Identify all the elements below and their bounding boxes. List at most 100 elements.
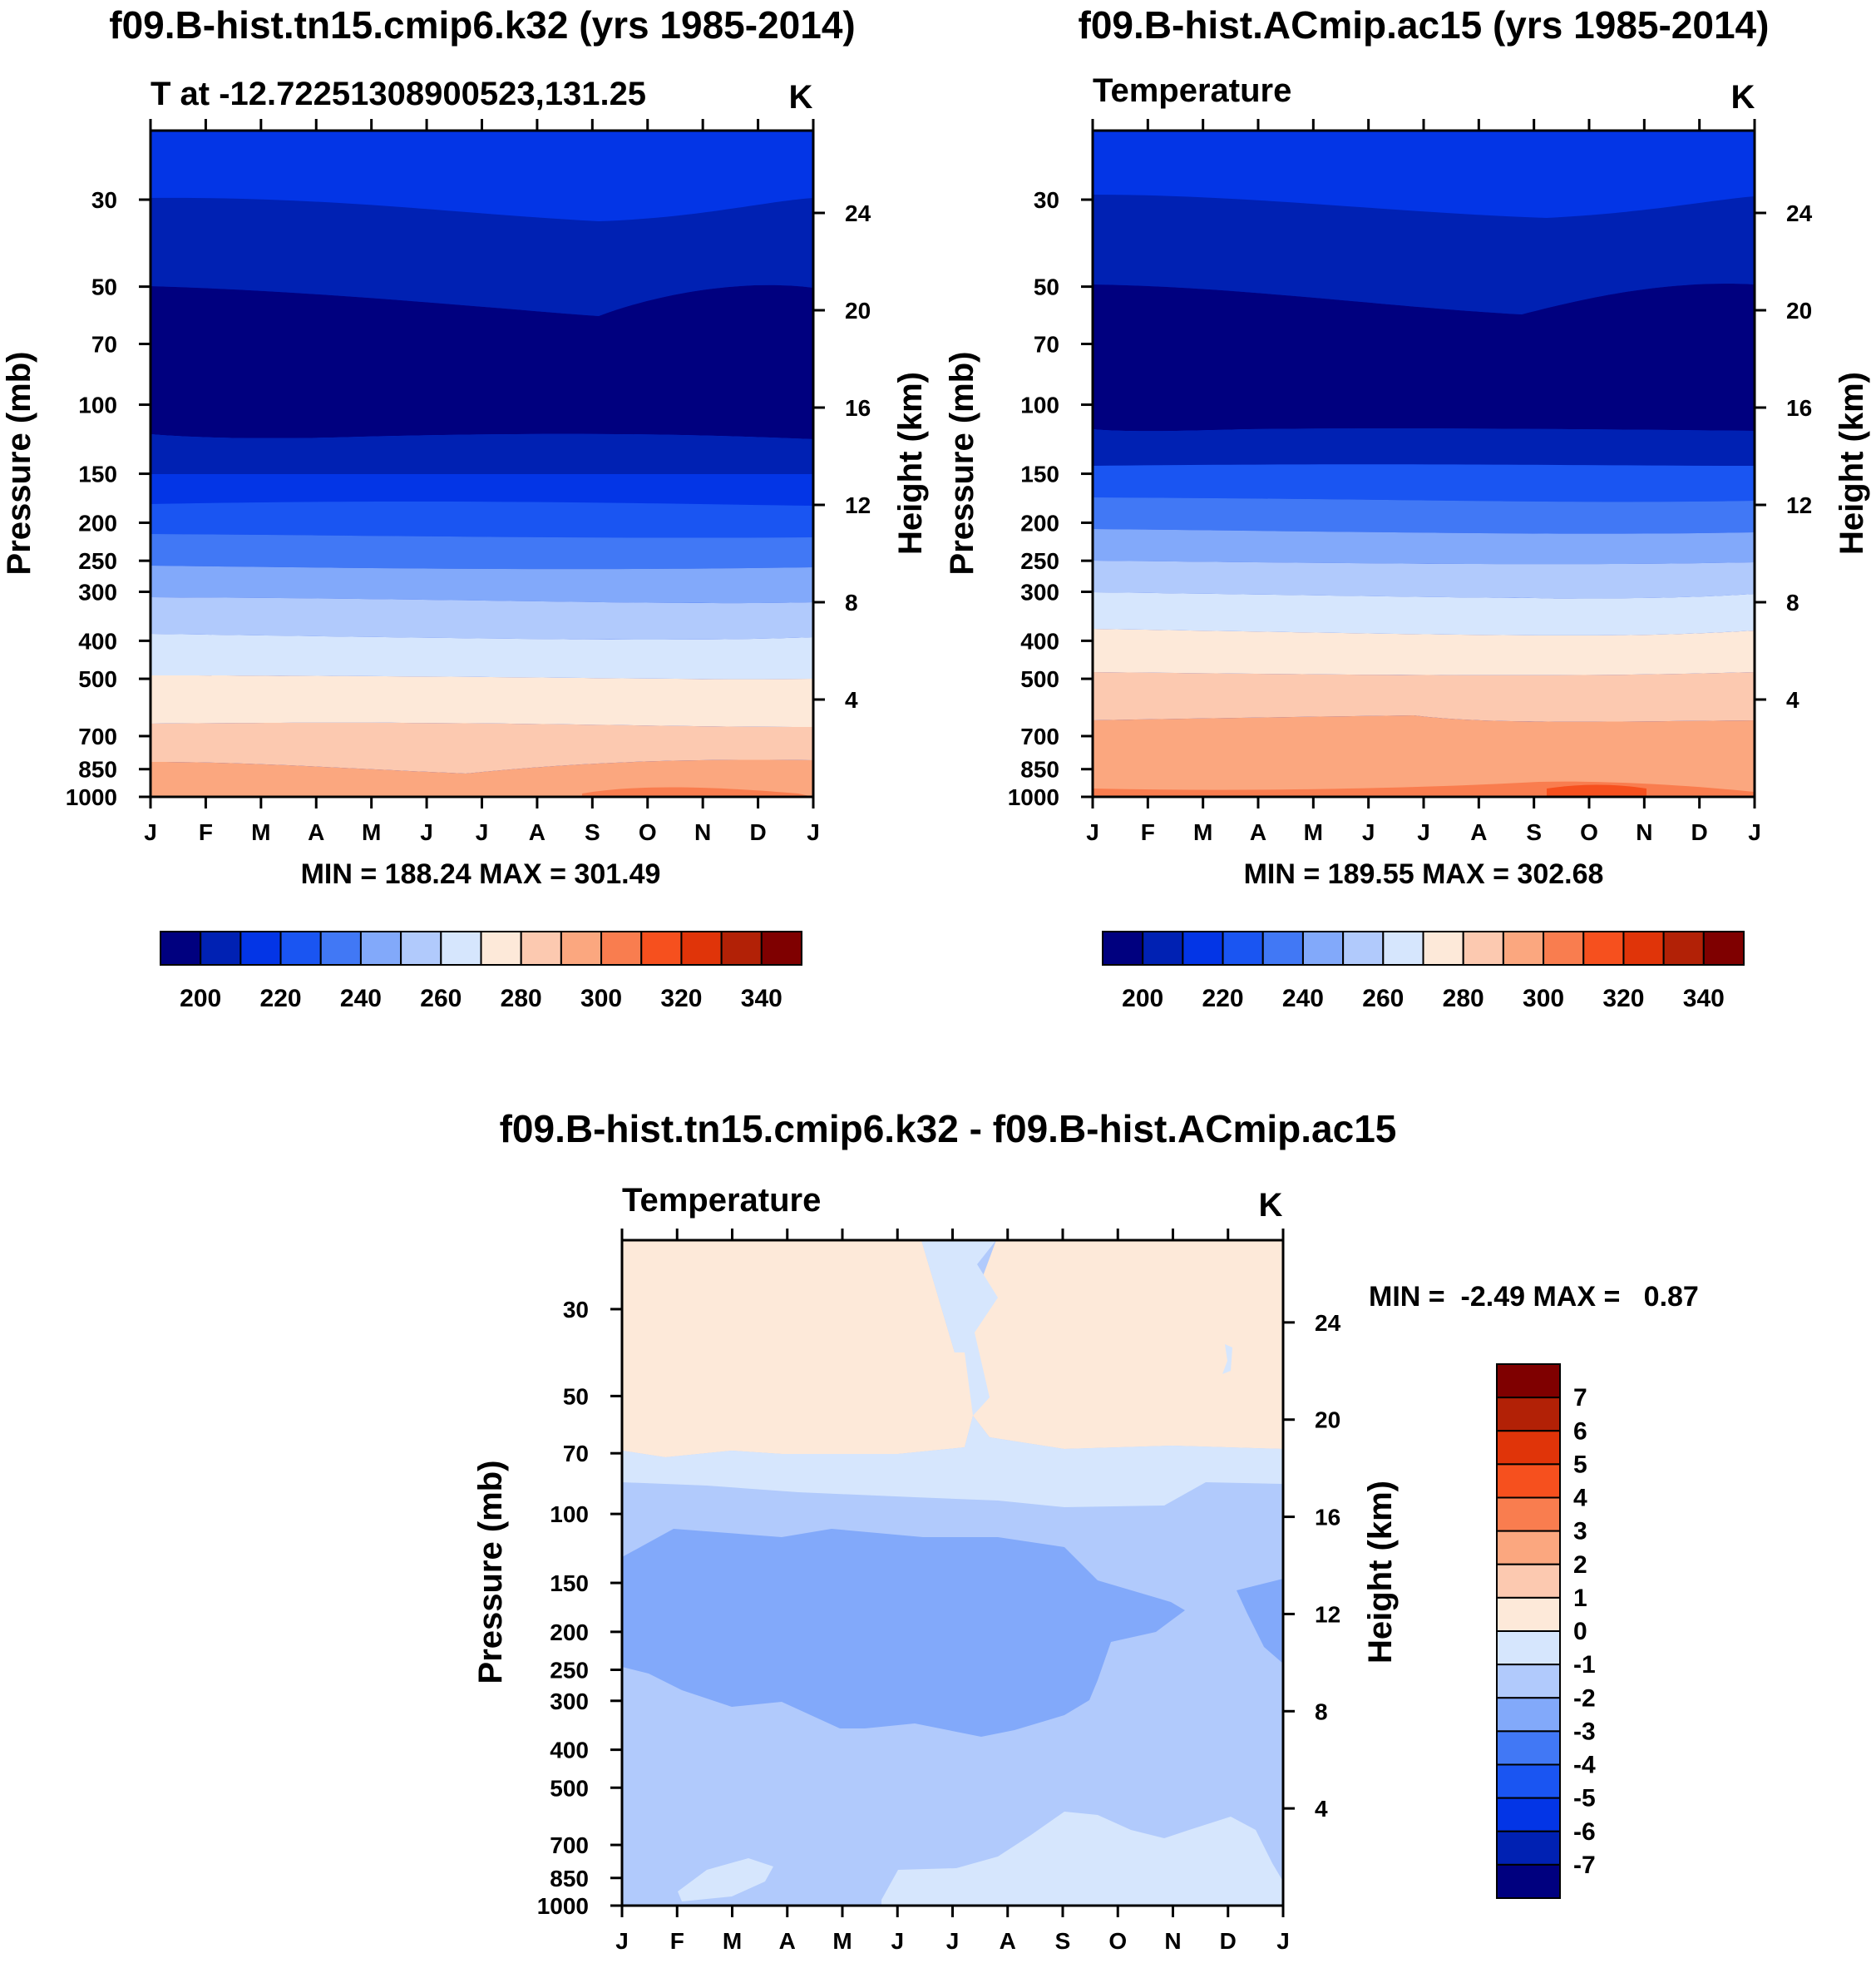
panel-right-y-tick-label: 850 bbox=[1020, 757, 1059, 783]
panel-right-colorbar-swatch bbox=[1261, 931, 1304, 966]
panel-right-y2-tick-label: 16 bbox=[1786, 395, 1812, 421]
panel-left-y-tick-label: 200 bbox=[78, 510, 117, 536]
panel-right-y2-tick-label: 8 bbox=[1786, 590, 1799, 616]
panel-left-units: K bbox=[789, 79, 813, 116]
panel-left-colorbar-swatch bbox=[760, 931, 802, 966]
panel-right-colorbar-label: 260 bbox=[1362, 985, 1404, 1012]
panel-left-y2-tick-label: 20 bbox=[845, 298, 871, 324]
panel-diff-x-tick-label: J bbox=[891, 1928, 904, 1954]
panel-diff-colorbar-swatch bbox=[1496, 1397, 1561, 1432]
panel-diff-x-tick-label: A bbox=[1000, 1928, 1016, 1954]
panel-diff-colorbar-label: 6 bbox=[1573, 1417, 1587, 1445]
panel-right-subtitle: Temperature bbox=[1093, 72, 1291, 109]
panel-diff-y-tick-label: 1000 bbox=[537, 1893, 589, 1919]
panel-right-colorbar-swatch bbox=[1462, 931, 1504, 966]
panel-right-colorbar-swatch bbox=[1662, 931, 1705, 966]
panel-left-x-tick-label: M bbox=[362, 819, 381, 845]
panel-right-colorbar-label: 300 bbox=[1523, 985, 1564, 1012]
panel-left-colorbar-swatch bbox=[239, 931, 282, 966]
panel-right-y2-label: Height (km) bbox=[1834, 372, 1870, 555]
panel-left-x-tick-label: F bbox=[199, 819, 213, 845]
panel-left-y2-label: Height (km) bbox=[892, 372, 929, 555]
panel-left-subtitle: T at -12.72251308900523,131.25 bbox=[151, 76, 646, 112]
panel-diff-colorbar-swatch bbox=[1496, 1496, 1561, 1532]
panel-diff-colorbar-swatch bbox=[1496, 1830, 1561, 1866]
panel-right-x-tick-label: J bbox=[1748, 819, 1761, 845]
panel-right-colorbar-swatch bbox=[1382, 931, 1424, 966]
panel-diff-colorbar-label: -7 bbox=[1573, 1852, 1596, 1879]
panel-right-x-tick-label: O bbox=[1580, 819, 1598, 845]
panel-right-y-tick-label: 50 bbox=[1034, 274, 1059, 300]
panel-right-y-tick-label: 700 bbox=[1020, 724, 1059, 749]
panel-left-colorbar-swatch bbox=[560, 931, 603, 966]
panel-diff-y2-tick-label: 8 bbox=[1315, 1698, 1328, 1724]
panel-left-x-tick-label: A bbox=[308, 819, 324, 845]
panel-right-y2-tick-label: 20 bbox=[1786, 298, 1812, 324]
panel-right-colorbar-label: 340 bbox=[1683, 985, 1725, 1012]
panel-right-colorbar-swatch bbox=[1102, 931, 1144, 966]
panel-left-y-tick-label: 850 bbox=[78, 757, 117, 783]
panel-diff-y-tick-label: 30 bbox=[563, 1297, 589, 1323]
panel-left-y-tick-label: 700 bbox=[78, 724, 117, 749]
panel-diff-colorbar: 7 6 5 4 3 2 1 0 -1 -2 -3 -4 -5 -6 -7 bbox=[1496, 1363, 1596, 1899]
panel-left-stats: MIN = 188.24 MAX = 301.49 bbox=[301, 858, 661, 890]
panel-left-colorbar-swatch bbox=[319, 931, 362, 966]
panel-right-x-tick-label: F bbox=[1141, 819, 1155, 845]
panel-diff-colorbar-label: 1 bbox=[1573, 1585, 1587, 1612]
panel-left-y-tick-label: 400 bbox=[78, 628, 117, 654]
panel-right-y-tick-label: 400 bbox=[1020, 628, 1059, 654]
panel-right-colorbar-label: 320 bbox=[1602, 985, 1644, 1012]
panel-diff-x-tick-label: S bbox=[1055, 1928, 1071, 1954]
panel-left-y-tick-label: 150 bbox=[78, 462, 117, 487]
panel-right-x-tick-label: M bbox=[1304, 819, 1323, 845]
panel-right-colorbar-swatch bbox=[1301, 931, 1345, 966]
panel-diff-colorbar-label: 4 bbox=[1573, 1485, 1587, 1512]
panel-left-colorbar-swatch bbox=[680, 931, 723, 966]
panel-diff: f09.B-hist.tn15.cmip6.k32 - f09.B-hist.A… bbox=[472, 1107, 1699, 1954]
panel-diff-colorbar-label: 3 bbox=[1573, 1518, 1587, 1545]
panel-right-colorbar-swatch bbox=[1422, 931, 1464, 966]
panel-diff-colorbar-swatch bbox=[1496, 1463, 1561, 1499]
panel-diff-y2-tick-label: 4 bbox=[1315, 1796, 1328, 1822]
panel-right-colorbar-swatch bbox=[1622, 931, 1665, 966]
panel-left-x-tick-label: J bbox=[476, 819, 489, 845]
panel-left-y-tick-label: 250 bbox=[78, 548, 117, 574]
panel-left-colorbar-label: 300 bbox=[580, 985, 622, 1012]
panel-diff-colorbar-swatch bbox=[1496, 1730, 1561, 1766]
panel-diff-x-tick-label: M bbox=[832, 1928, 852, 1954]
panel-right-y-label: Pressure (mb) bbox=[944, 352, 980, 576]
panel-left-x-tick-label: A bbox=[529, 819, 546, 845]
panel-left-x-tick-label: M bbox=[251, 819, 270, 845]
panel-diff-colorbar-swatch bbox=[1496, 1630, 1561, 1666]
panel-right-y-tick-label: 500 bbox=[1020, 666, 1059, 692]
panel-right-y-tick-label: 70 bbox=[1034, 332, 1059, 358]
panel-right-colorbar-swatch bbox=[1702, 931, 1745, 966]
panel-left-colorbar: 200 220 240 260 280 300 320 340 bbox=[160, 931, 802, 1012]
panel-right-colorbar-swatch bbox=[1222, 931, 1264, 966]
panel-right-colorbar-label: 200 bbox=[1122, 985, 1163, 1012]
panel-right-colorbar-label: 240 bbox=[1282, 985, 1324, 1012]
panel-right-y-tick-label: 100 bbox=[1020, 393, 1059, 418]
panel-right-x-tick-label: M bbox=[1193, 819, 1212, 845]
panel-left-x-tick-label: S bbox=[585, 819, 600, 845]
panel-right-colorbar-label: 220 bbox=[1202, 985, 1244, 1012]
panel-left-colorbar-swatch bbox=[520, 931, 562, 966]
panel-left-x-tick-label: J bbox=[420, 819, 433, 845]
panel-diff-y2-tick-label: 12 bbox=[1315, 1601, 1340, 1627]
panel-right-x-tick-label: A bbox=[1250, 819, 1266, 845]
panel-diff-x-tick-label: O bbox=[1108, 1928, 1127, 1954]
panel-diff-colorbar-label: 7 bbox=[1573, 1384, 1587, 1412]
panel-left-y-tick-label: 1000 bbox=[66, 784, 117, 810]
panel-left-x-tick-label: D bbox=[749, 819, 766, 845]
panel-left-y2-tick-label: 16 bbox=[845, 395, 871, 421]
panel-diff-y-tick-label: 100 bbox=[550, 1501, 589, 1527]
panel-diff-colorbar-label: 5 bbox=[1573, 1451, 1587, 1478]
panel-right-y-tick-label: 200 bbox=[1020, 510, 1059, 536]
panel-right-colorbar-swatch bbox=[1543, 931, 1585, 966]
panel-diff-y2-tick-label: 24 bbox=[1315, 1310, 1341, 1336]
panel-left-colorbar-label: 320 bbox=[660, 985, 702, 1012]
panel-right-x-tick-label: D bbox=[1691, 819, 1708, 845]
panel-right-y-tick-label: 1000 bbox=[1008, 784, 1059, 810]
panel-right-colorbar: 200 220 240 260 280 300 320 340 bbox=[1102, 931, 1745, 1012]
panel-left-y-tick-label: 100 bbox=[78, 393, 117, 418]
